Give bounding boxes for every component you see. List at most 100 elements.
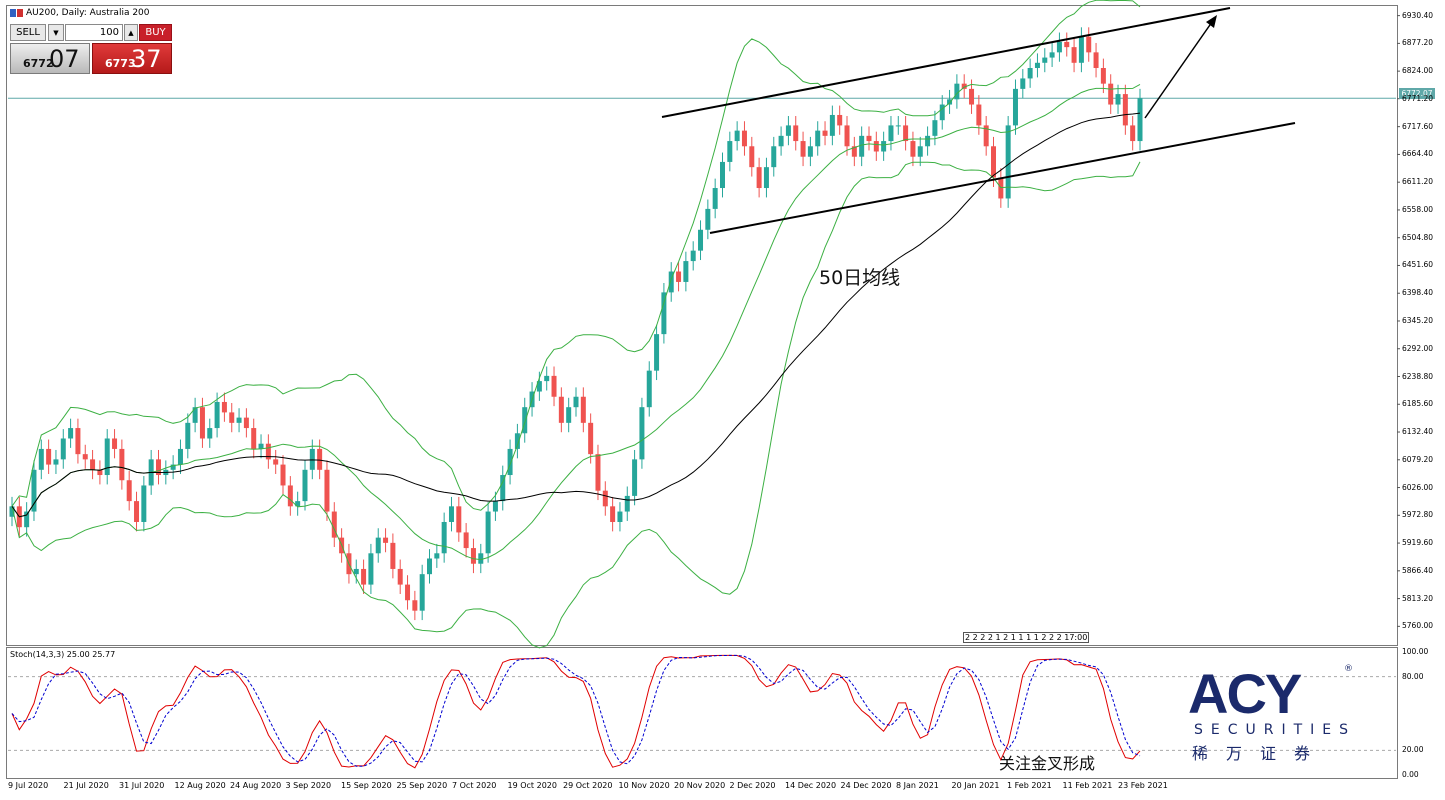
candle-body — [9, 506, 15, 517]
candle-body — [390, 542, 396, 569]
candle-body — [771, 146, 777, 168]
y-tick-label: 6664.40 — [1402, 149, 1434, 159]
candle-body — [229, 412, 235, 423]
candle-body — [705, 208, 711, 230]
candle-body — [851, 146, 857, 157]
stoch-tick-label: 20.00 — [1402, 745, 1424, 755]
y-tick-label: 6185.60 — [1402, 399, 1434, 409]
acy-securities-logo: ACY ® SECURITIES 稀万证券 — [1188, 664, 1354, 764]
candle-body — [214, 401, 220, 429]
candle-body — [991, 146, 997, 178]
sell-price-major: 6772 — [23, 57, 54, 70]
ma50-line — [11, 112, 1141, 518]
y-tick-label: 6877.20 — [1402, 38, 1434, 48]
buy-price-minor: 37 — [131, 45, 162, 73]
candle-body — [873, 141, 879, 152]
candle-body — [31, 469, 37, 512]
y-tick-label: 6771.20 — [1402, 93, 1434, 103]
candle-body — [90, 459, 96, 470]
stoch-indicator-label: Stoch(14,3,3) 25.00 25.77 — [10, 650, 116, 659]
candle-body — [434, 553, 440, 559]
y-tick-label: 6132.40 — [1402, 427, 1434, 437]
candle-body — [800, 141, 806, 157]
y-tick-label: 6824.00 — [1402, 66, 1434, 76]
period-separator-labels: 2 2 2 2 1 2 1 1 1 1 2 2 2 17:00 — [963, 632, 1090, 643]
candle-body — [134, 501, 140, 522]
x-tick-label: 20 Nov 2020 — [674, 781, 726, 790]
candle-body — [485, 511, 491, 554]
candle-body — [654, 334, 660, 371]
candle-body — [492, 501, 498, 512]
projection-arrow-head — [1206, 15, 1217, 28]
candle-body — [141, 485, 147, 522]
window-title-text: AU200, Daily: Australia 200 — [26, 8, 150, 18]
y-tick-label: 6558.00 — [1402, 204, 1434, 214]
candle-body — [412, 600, 418, 611]
candle-body — [925, 135, 931, 147]
sell-button[interactable]: SELL — [10, 24, 46, 41]
candle-body — [551, 375, 557, 397]
y-tick-label: 6079.20 — [1402, 454, 1434, 464]
sell-price-minor: 07 — [49, 45, 80, 73]
candle-body — [866, 135, 872, 142]
candle-body — [1086, 36, 1092, 53]
candle-body — [712, 188, 718, 209]
candle-body — [287, 485, 293, 507]
candle-body — [1049, 52, 1055, 58]
candle-body — [38, 448, 44, 470]
sell-price-box[interactable]: 6772 07 — [10, 43, 90, 74]
candle-body — [610, 506, 616, 522]
candle-body — [170, 464, 176, 470]
candle-body — [427, 558, 433, 575]
candle-body — [1064, 41, 1070, 48]
ma50-annotation: 50日均线 — [819, 267, 901, 289]
candle-body — [895, 125, 901, 127]
candle-body — [815, 130, 821, 147]
candle-body — [368, 553, 374, 585]
candle-body — [441, 521, 447, 554]
candle-body — [265, 443, 271, 460]
candle-body — [397, 568, 403, 585]
candle-body — [573, 396, 579, 408]
candle-body — [566, 407, 572, 423]
candle-body — [46, 448, 52, 465]
candle-body — [221, 401, 227, 413]
candle-body — [1108, 83, 1114, 105]
candle-body — [536, 381, 542, 392]
x-tick-label: 24 Aug 2020 — [230, 781, 282, 790]
candle-body — [1137, 98, 1143, 142]
stoch-annotation: 关注金叉形成 — [999, 754, 1096, 773]
candle-body — [1071, 47, 1077, 63]
candle-body — [544, 375, 550, 382]
candle-body — [947, 99, 953, 105]
candle-body — [470, 548, 476, 564]
logo-chinese: 稀万证券 — [1192, 744, 1329, 763]
candle-body — [829, 114, 835, 136]
buy-button[interactable]: BUY — [139, 24, 172, 41]
main-chart-panel[interactable] — [6, 5, 1398, 646]
stoch-tick-label: 80.00 — [1402, 671, 1424, 681]
lot-dropdown-icon[interactable]: ▼ — [48, 24, 64, 41]
x-tick-label: 31 Jul 2020 — [119, 781, 165, 790]
stochastic-panel[interactable] — [6, 647, 1398, 779]
candle-body — [243, 417, 249, 429]
lot-increase-icon[interactable]: ▲ — [124, 24, 138, 41]
buy-price-box[interactable]: 6773 37 — [92, 43, 172, 74]
candle-body — [741, 130, 747, 147]
candle-body — [97, 469, 103, 476]
x-tick-label: 29 Oct 2020 — [563, 781, 613, 790]
lot-size-input[interactable]: 100 — [65, 24, 123, 41]
candle-body — [324, 469, 330, 512]
candle-body — [24, 511, 30, 528]
candle-body — [258, 443, 264, 449]
candle-body — [837, 114, 843, 126]
candle-body — [309, 448, 315, 470]
y-tick-label: 5760.00 — [1402, 621, 1434, 631]
candle-body — [939, 104, 945, 121]
x-tick-label: 1 Feb 2021 — [1007, 781, 1052, 790]
candle-body — [932, 120, 938, 136]
x-tick-label: 3 Sep 2020 — [285, 781, 332, 790]
x-tick-label: 19 Oct 2020 — [507, 781, 557, 790]
candle-body — [961, 83, 967, 89]
candle-body — [155, 459, 161, 476]
